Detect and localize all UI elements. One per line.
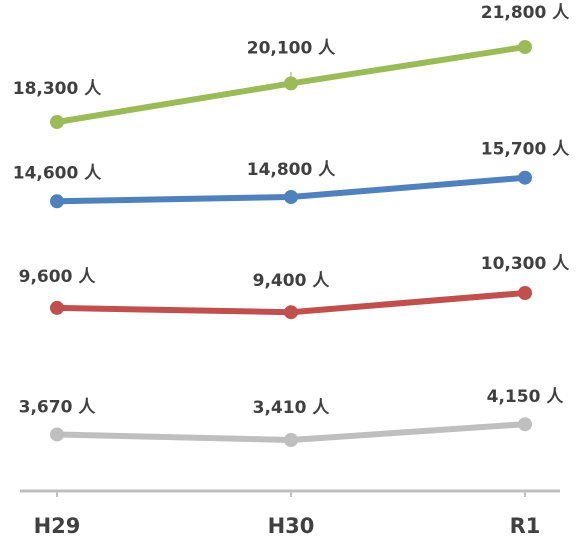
data-label: 9,400 人 bbox=[253, 271, 331, 291]
data-point bbox=[284, 433, 298, 447]
data-label: 14,600 人 bbox=[13, 163, 103, 183]
data-point bbox=[50, 115, 64, 129]
data-label: 20,100 人 bbox=[247, 38, 337, 58]
data-point bbox=[518, 170, 532, 185]
data-point bbox=[518, 417, 532, 432]
data-label: 21,800 人 bbox=[481, 3, 571, 23]
x-tick-label: H29 bbox=[34, 514, 81, 537]
series-0 bbox=[50, 40, 532, 129]
data-point bbox=[50, 300, 64, 315]
data-point bbox=[50, 427, 64, 442]
x-axis bbox=[20, 72, 560, 497]
data-point bbox=[518, 286, 532, 300]
series-2 bbox=[50, 286, 532, 320]
data-label: 9,600 人 bbox=[19, 267, 97, 287]
data-label: 14,800 人 bbox=[247, 160, 337, 180]
data-point bbox=[284, 190, 298, 204]
x-tick-label: R1 bbox=[510, 514, 541, 537]
data-point bbox=[518, 40, 532, 54]
x-tick-label: H30 bbox=[268, 514, 315, 537]
x-tick-labels: H29 H30 R1 bbox=[34, 514, 541, 537]
data-label: 15,700 人 bbox=[481, 140, 571, 160]
data-label: 18,300 人 bbox=[13, 79, 103, 99]
data-label: 3,670 人 bbox=[19, 397, 97, 417]
series-3 bbox=[50, 417, 532, 447]
series-layer bbox=[50, 40, 532, 447]
data-point bbox=[284, 76, 298, 91]
data-labels: 3,670 人 3,410 人 4,150 人 9,600 人 9,400 人 10,30… bbox=[13, 3, 571, 418]
data-point bbox=[284, 305, 298, 320]
data-label: 4,150 人 bbox=[487, 387, 565, 407]
data-label: 3,410 人 bbox=[253, 398, 331, 418]
series-1 bbox=[50, 170, 532, 209]
data-label: 10,300 人 bbox=[481, 254, 571, 274]
data-point bbox=[50, 194, 64, 209]
